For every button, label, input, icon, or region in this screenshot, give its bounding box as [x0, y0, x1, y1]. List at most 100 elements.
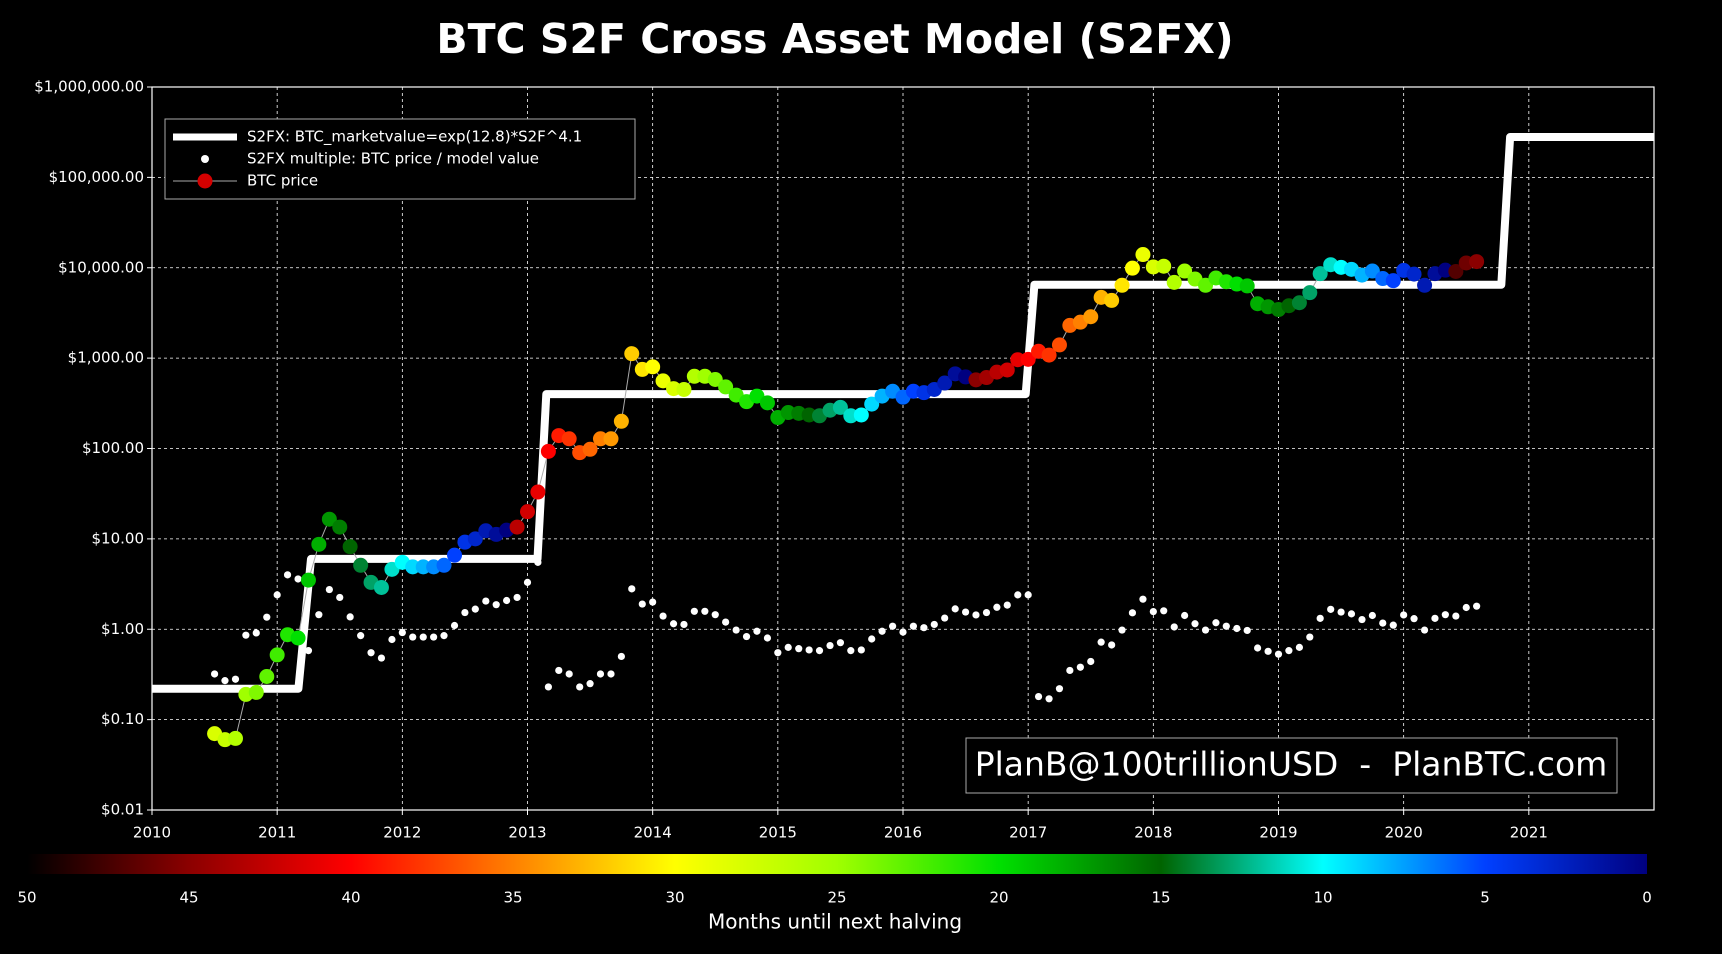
- price-dot: [290, 630, 306, 646]
- price-dot: [1312, 266, 1328, 282]
- multiple-dot: [1014, 591, 1022, 599]
- price-dot: [1364, 263, 1380, 279]
- price-dot: [530, 484, 546, 500]
- multiple-dot: [210, 670, 219, 678]
- multiple-dot: [732, 626, 740, 634]
- multiple-dot: [336, 593, 344, 602]
- x-tick-label: 2013: [508, 824, 546, 842]
- multiple-dot: [711, 611, 719, 619]
- price-dot: [645, 359, 661, 375]
- multiple-dot: [1274, 650, 1283, 658]
- x-tick-label: 2019: [1259, 824, 1297, 842]
- multiple-dot: [398, 628, 406, 637]
- multiple-dot: [346, 613, 354, 621]
- multiple-dot: [1316, 614, 1324, 622]
- multiple-dot: [1066, 666, 1074, 675]
- multiple-dot: [1337, 608, 1345, 616]
- multiple-dot: [1160, 607, 1168, 615]
- multiple-dot: [951, 605, 959, 613]
- multiple-dot: [1285, 647, 1293, 655]
- multiple-dot: [252, 629, 260, 637]
- plot-frame: [151, 86, 1655, 811]
- multiple-dot: [941, 614, 949, 622]
- legend-label: S2FX multiple: BTC price / model value: [247, 150, 539, 168]
- multiple-dot: [565, 670, 573, 678]
- multiple-dot: [377, 654, 386, 662]
- multiple-dot: [283, 571, 292, 579]
- price-dot: [1114, 277, 1130, 293]
- multiple-dot: [357, 632, 365, 640]
- price-dot: [561, 431, 577, 447]
- price-dot: [311, 536, 327, 552]
- price-dot: [1417, 277, 1433, 293]
- price-dot: [1406, 266, 1422, 282]
- x-tick-label: 2020: [1385, 824, 1423, 842]
- multiple-dot: [1128, 609, 1137, 617]
- x-tick-label: 2010: [133, 824, 171, 842]
- multiple-dot: [273, 591, 281, 599]
- multiple-dot: [857, 646, 865, 654]
- multiple-dot: [555, 666, 563, 675]
- multiple-dot: [1410, 615, 1418, 623]
- price-dot: [509, 519, 525, 535]
- y-tick-label: $100.00: [82, 439, 144, 457]
- multiple-dot: [482, 597, 490, 605]
- multiple-dot: [596, 670, 605, 678]
- price-dot: [1291, 295, 1307, 311]
- multiple-dot: [1347, 610, 1356, 618]
- price-dot: [613, 413, 629, 429]
- multiple-dot: [1462, 603, 1470, 612]
- x-tick-label: 2016: [884, 824, 922, 842]
- price-dot: [269, 647, 285, 663]
- price-dot: [1083, 309, 1099, 325]
- x-tick-label: 2011: [258, 824, 296, 842]
- multiple-dot: [461, 608, 469, 617]
- multiple-dot: [649, 598, 657, 606]
- multiple-dot: [1222, 622, 1230, 630]
- annotation-box: [965, 737, 1618, 794]
- multiple-dot: [742, 632, 751, 641]
- price-dot: [1198, 277, 1214, 293]
- price-dot: [759, 395, 775, 411]
- x-tick-label: 2014: [634, 824, 672, 842]
- multiple-dot: [1358, 615, 1366, 624]
- legend-box: [164, 118, 636, 200]
- x-tick-label: 2012: [383, 824, 421, 842]
- multiple-dot: [1024, 591, 1032, 599]
- price-dot: [353, 557, 369, 573]
- y-tick-label: $1.00: [101, 620, 144, 638]
- multiple-dot: [1368, 611, 1376, 620]
- multiple-dot: [868, 635, 876, 643]
- legend-marker: [197, 173, 213, 189]
- multiple-dot: [628, 585, 636, 593]
- price-dot: [321, 511, 337, 527]
- x-tick-label: 2015: [759, 824, 797, 842]
- multiple-dot: [1306, 633, 1314, 641]
- price-dot: [1156, 258, 1172, 274]
- multiple-dot: [409, 633, 417, 641]
- multiple-dot: [722, 618, 730, 626]
- multiple-dot: [638, 600, 646, 608]
- colorbar: [27, 854, 1647, 874]
- multiple-dot: [1243, 626, 1251, 635]
- multiple-dot: [471, 605, 479, 613]
- multiple-dot: [1264, 647, 1272, 655]
- colorbar-tick-label: 40: [341, 889, 360, 907]
- multiple-dot: [930, 620, 938, 629]
- multiple-dot: [1181, 611, 1189, 620]
- colorbar-tick-label: 50: [17, 889, 36, 907]
- colorbar-tick-label: 0: [1642, 889, 1652, 907]
- price-dot: [227, 730, 243, 746]
- multiple-dot: [1055, 685, 1064, 693]
- price-dot: [603, 431, 619, 447]
- multiple-dot: [889, 622, 897, 630]
- chart-title: BTC S2F Cross Asset Model (S2FX): [436, 15, 1233, 63]
- multiple-dot: [669, 620, 678, 628]
- y-tick-label: $10.00: [92, 529, 145, 547]
- price-dot: [259, 669, 275, 685]
- multiple-dot: [513, 593, 521, 602]
- multiple-dot: [617, 652, 625, 661]
- model-line: [152, 133, 1654, 693]
- colorbar-tick-label: 25: [827, 889, 846, 907]
- price-dot: [1469, 254, 1485, 270]
